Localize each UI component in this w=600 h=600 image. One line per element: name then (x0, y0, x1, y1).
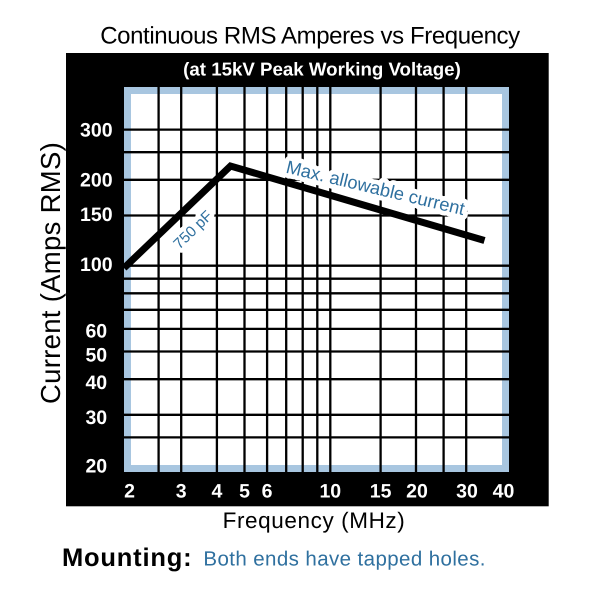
svg-text:100: 100 (80, 254, 113, 276)
svg-text:20: 20 (406, 481, 428, 503)
svg-text:200: 200 (80, 170, 113, 192)
svg-text:10: 10 (319, 481, 341, 503)
svg-text:3: 3 (176, 481, 187, 503)
svg-text:Current (Amps RMS): Current (Amps RMS) (35, 142, 66, 404)
svg-text:150: 150 (80, 204, 113, 226)
svg-text:40: 40 (493, 481, 515, 503)
svg-text:4: 4 (211, 481, 222, 503)
svg-text:300: 300 (80, 119, 113, 141)
svg-text:(at 15kV Peak Working Voltage): (at 15kV Peak Working Voltage) (183, 58, 461, 79)
svg-text:Both ends have tapped holes.: Both ends have tapped holes. (203, 548, 485, 571)
svg-text:6: 6 (262, 481, 273, 503)
svg-text:Mounting:: Mounting: (62, 544, 192, 572)
svg-text:30: 30 (456, 481, 478, 503)
svg-text:15: 15 (370, 481, 392, 503)
svg-text:30: 30 (85, 407, 107, 429)
svg-text:Continuous RMS Amperes vs Freq: Continuous RMS Amperes vs Frequency (100, 23, 520, 50)
svg-text:2: 2 (124, 481, 135, 503)
svg-text:60: 60 (85, 321, 107, 343)
svg-text:50: 50 (85, 345, 107, 367)
svg-text:40: 40 (85, 372, 107, 394)
svg-text:20: 20 (85, 455, 107, 477)
svg-text:5: 5 (239, 481, 250, 503)
svg-text:Frequency (MHz): Frequency (MHz) (223, 508, 406, 533)
